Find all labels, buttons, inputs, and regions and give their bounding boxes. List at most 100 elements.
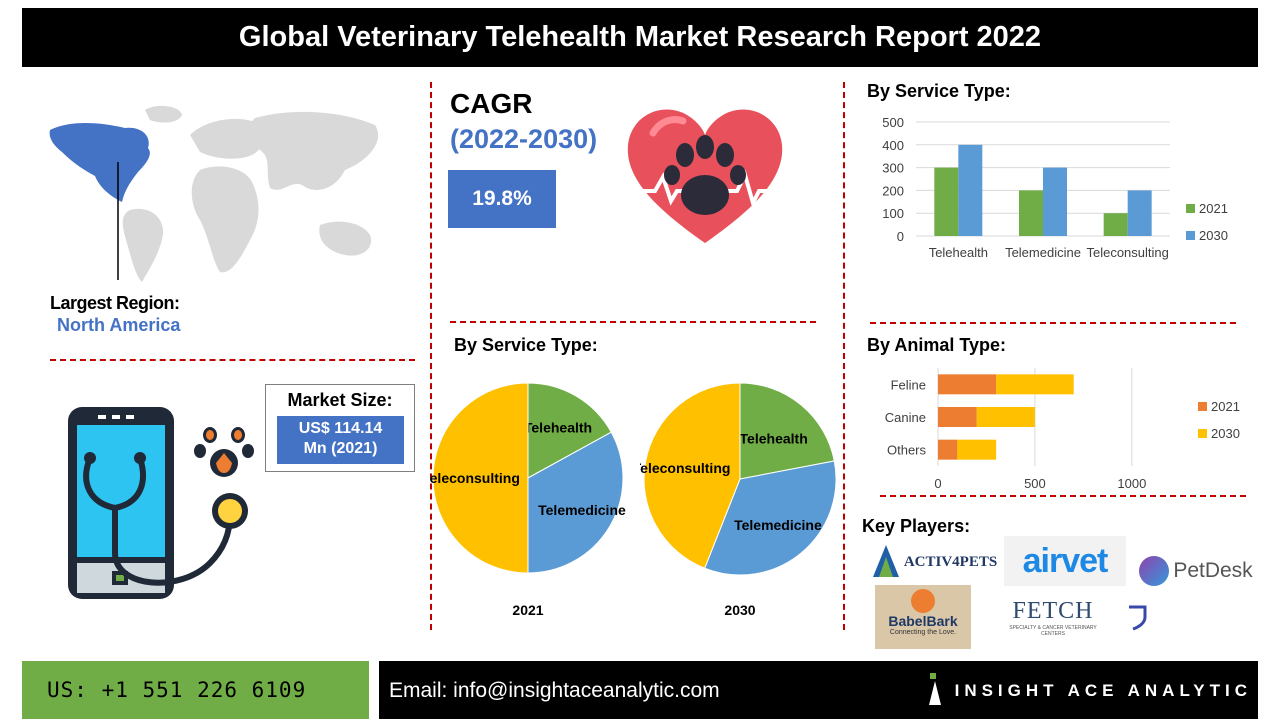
market-size-value: US$ 114.14 — [298, 420, 383, 437]
service-type-bar-title: By Service Type: — [867, 81, 1011, 101]
service-type-pie-title: By Service Type: — [454, 335, 598, 355]
y-tick-label: Canine — [885, 410, 926, 425]
europe-shape — [190, 118, 265, 159]
babelbark-tagline: Connecting the Love. — [889, 629, 957, 636]
north-america-shape — [49, 123, 150, 202]
airvet-name: airvet — [1022, 541, 1109, 580]
babelbark-dog-icon — [911, 589, 935, 613]
petdesk-icon — [1139, 556, 1170, 586]
bar-2021-canine — [938, 407, 977, 427]
bar-2021-feline — [938, 374, 997, 395]
y-tick-label: 100 — [882, 206, 904, 221]
pie-slice-teleconsulting — [432, 382, 529, 574]
x-tick-label: Telemedicine — [1005, 245, 1081, 260]
petdesk-name: PetDesk — [1173, 559, 1253, 582]
pie-label-teleconsulting: Teleconsulting — [640, 460, 730, 476]
pie-slice-telemedicine — [704, 460, 837, 576]
pie-chart-2030: Telehealth Telemedicine Teleconsulting 2030 — [640, 382, 837, 618]
bar-2030-teleconsulting — [1127, 190, 1152, 236]
legend-swatch-2030 — [1198, 429, 1207, 438]
activ4pets-logo[interactable]: ACTIV4PETS — [868, 540, 1000, 584]
pie-slice-telemedicine — [527, 431, 624, 574]
babelbark-logo[interactable]: BabelBark Connecting the Love. — [875, 585, 971, 649]
y-tick-label: 300 — [882, 161, 904, 176]
footer-brand: INSIGHT ACE ANALYTIC — [954, 681, 1252, 700]
bar-2021-others — [938, 439, 958, 460]
pie-label-telemedicine: Telemedicine — [734, 517, 822, 533]
bar-2030-others — [957, 439, 997, 460]
market-size-value-box: US$ 114.14 Mn (2021) — [277, 416, 404, 464]
market-size-period: Mn (2021) — [303, 440, 378, 457]
pie-chart-2021: Telehealth Telemedicine Teleconsulting 2021 — [430, 382, 626, 618]
x-tick-label: 0 — [934, 476, 941, 491]
airvet-logo[interactable]: airvet — [1004, 536, 1126, 586]
telehealth-phone-illustration — [68, 407, 254, 599]
pie-slice-telehealth — [527, 382, 612, 479]
horizontal-divider-region — [50, 359, 415, 361]
cagr-label: CAGR — [450, 88, 533, 119]
legend-label-2030: 2030 — [1211, 426, 1240, 441]
x-tick-label: Telehealth — [929, 245, 988, 260]
x-tick-label: 500 — [1024, 476, 1046, 491]
bar-2030-telehealth — [958, 144, 983, 236]
market-size-label: Market Size: — [287, 390, 393, 410]
activ4pets-name: ACTIV4PETS — [903, 553, 998, 570]
petdesk-logo[interactable]: PetDesk — [1133, 553, 1259, 589]
y-tick-label: 500 — [882, 115, 904, 130]
legend-swatch-2021 — [1198, 402, 1207, 411]
bar-2021-telehealth — [934, 167, 959, 236]
y-tick-label: Feline — [891, 377, 926, 392]
babelbark-name: BabelBark — [888, 613, 958, 629]
page-title: Global Veterinary Telehealth Market Rese… — [22, 8, 1258, 67]
africa-shape — [191, 166, 259, 273]
bar-2030-telemedicine — [1043, 167, 1067, 236]
fetch-name: FETCH — [1012, 598, 1094, 624]
cagr-value: 19.8% — [448, 170, 556, 228]
legend-swatch-2030 — [1186, 231, 1195, 240]
australia-shape — [319, 221, 371, 256]
legend-label-2030: 2030 — [1199, 228, 1228, 243]
heart-paw-icon — [625, 109, 785, 243]
x-tick-label: Teleconsulting — [1086, 245, 1168, 260]
footer-phone[interactable]: US: +1 551 226 6109 — [22, 661, 369, 719]
south-america-shape — [122, 208, 164, 282]
y-tick-label: 200 — [882, 183, 904, 198]
bar-2030-canine — [976, 407, 1035, 427]
largest-region-value: North America — [57, 315, 181, 335]
animal-type-title: By Animal Type: — [867, 335, 1007, 355]
pie-label-telehealth: Telehealth — [524, 419, 592, 435]
horizontal-divider-animal — [880, 495, 1246, 497]
insightace-logo-icon — [929, 673, 941, 705]
fetch-tagline: SPECIALTY & CANCER VETERINARY CENTERS — [1009, 625, 1097, 637]
legend-label-2021: 2021 — [1199, 201, 1228, 216]
shield-logo-icon[interactable] — [1125, 603, 1149, 631]
y-tick-label: Others — [887, 443, 927, 458]
vertical-divider-right — [843, 82, 845, 630]
fetch-logo[interactable]: FETCH SPECIALTY & CANCER VETERINARY CENT… — [998, 598, 1108, 646]
bar-2021-telemedicine — [1019, 190, 1043, 236]
largest-region-label: Largest Region: — [50, 293, 180, 313]
horizontal-divider-cagr — [450, 321, 816, 323]
animal-type-bar-chart: 0 500 1000 Feline Canine Others 2021 2030 — [885, 368, 1240, 491]
pie-slice-telehealth — [739, 382, 835, 480]
pie-label-teleconsulting: Teleconsulting — [430, 470, 520, 486]
activ4pets-icon — [872, 545, 899, 577]
cagr-period: (2022-2030) — [450, 124, 598, 154]
y-tick-label: 0 — [897, 229, 904, 244]
pie-label-telehealth: Telehealth — [740, 430, 808, 446]
legend-swatch-2021 — [1186, 204, 1195, 213]
service-type-bar-chart: 0 100 200 300 400 500 Telehealth Telemedicine Te… — [882, 115, 1228, 260]
footer-email[interactable]: Email: info@insightaceanalytic.com — [389, 679, 720, 702]
pie-year-label: 2030 — [724, 602, 755, 618]
horizontal-divider-service — [870, 322, 1236, 324]
asia-shape — [249, 111, 379, 190]
footer-bar: Email: info@insightaceanalytic.com INSIG… — [379, 661, 1258, 719]
legend-label-2021: 2021 — [1211, 399, 1240, 414]
world-map — [49, 105, 379, 282]
vertical-divider-left — [430, 82, 432, 630]
pie-slice-teleconsulting — [643, 382, 741, 569]
pie-year-label: 2021 — [512, 602, 543, 618]
pie-label-telemedicine: Telemedicine — [538, 502, 626, 518]
x-tick-label: 1000 — [1117, 476, 1146, 491]
bar-2030-feline — [996, 374, 1074, 395]
